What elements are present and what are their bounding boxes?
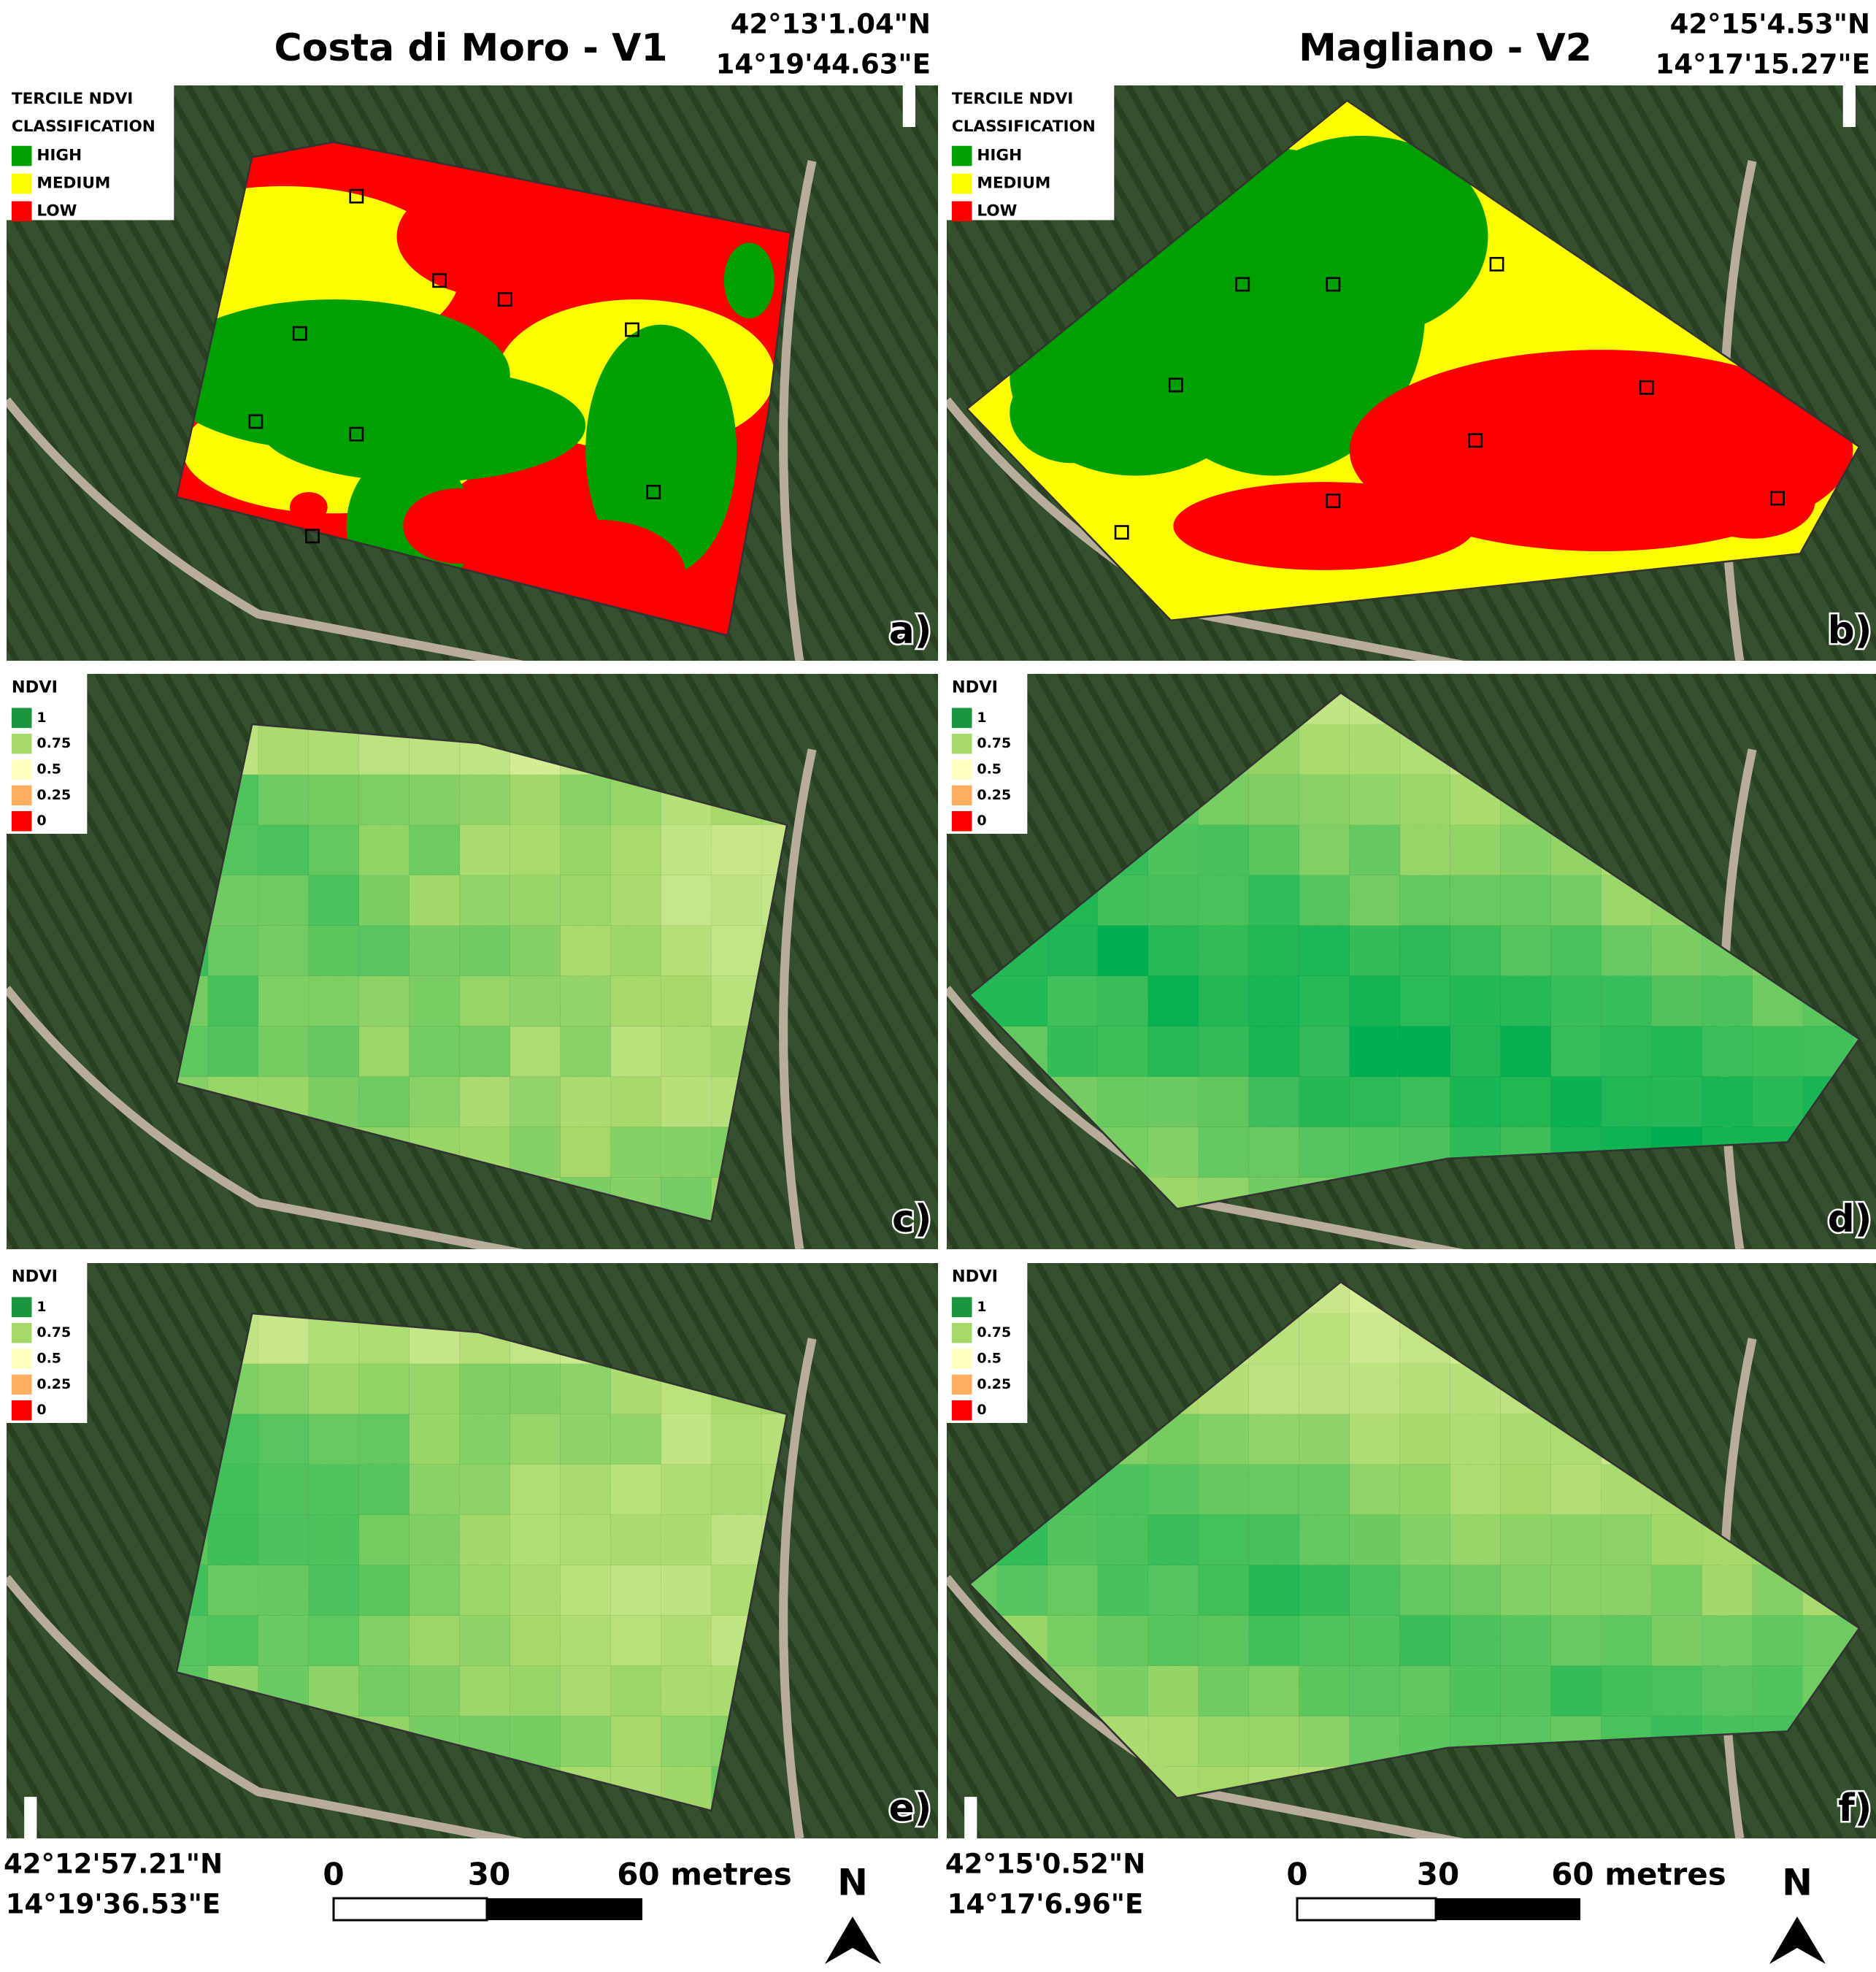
- legend-swatch: [952, 1323, 972, 1343]
- north-label: N: [837, 1862, 868, 1904]
- legend-title: NDVI: [12, 678, 58, 697]
- legend-title: TERCILE NDVI: [12, 90, 133, 108]
- legend-swatch: [12, 708, 32, 729]
- scale-label: 30: [1417, 1857, 1459, 1892]
- legend-title: NDVI: [952, 1267, 998, 1286]
- legend-label: 0.75: [977, 735, 1011, 751]
- scale-label: 60 metres: [617, 1857, 792, 1892]
- corner-marker: [1843, 85, 1856, 127]
- scale-label: 0: [323, 1857, 344, 1892]
- legend-label: 0.25: [977, 787, 1011, 803]
- panel-label: d): [1828, 1197, 1872, 1241]
- legend-label: 0.25: [36, 787, 71, 803]
- legend-label: LOW: [36, 202, 77, 220]
- coordinate: 14°19'36.53"E: [6, 1889, 220, 1920]
- scale-bar: 0 30 60 metres: [323, 1857, 791, 1921]
- coordinate: 14°17'15.27"E: [1656, 49, 1870, 80]
- legend-label: 0.5: [977, 1351, 1002, 1367]
- corner-marker: [964, 1797, 977, 1838]
- legend-swatch: [952, 1400, 972, 1421]
- legend: NDVI 1 0.75 0.5 0.25 0: [7, 1263, 87, 1423]
- legend: NDVI 1 0.75 0.5 0.25 0: [947, 1263, 1027, 1423]
- legend-label: 0.5: [36, 761, 61, 778]
- legend-swatch: [12, 202, 32, 222]
- legend-swatch: [952, 811, 972, 832]
- legend-label: LOW: [977, 202, 1017, 220]
- legend-swatch: [12, 786, 32, 806]
- legend-title: CLASSIFICATION: [12, 118, 155, 136]
- north-arrow: N: [1769, 1862, 1826, 1965]
- legend: NDVI 1 0.75 0.5 0.25 0: [947, 674, 1027, 834]
- legend: TERCILE NDVI CLASSIFICATION HIGH MEDIUM LOW: [7, 85, 174, 221]
- legend-label: 0.25: [977, 1376, 1011, 1392]
- north-label: N: [1782, 1862, 1812, 1904]
- legend-swatch: [952, 786, 972, 806]
- legend-swatch: [952, 174, 972, 194]
- coordinate: 42°15'0.52"N: [945, 1849, 1145, 1880]
- legend-swatch: [12, 174, 32, 194]
- legend-swatch: [952, 734, 972, 754]
- legend-swatch: [12, 1400, 32, 1421]
- legend-label: MEDIUM: [36, 174, 110, 192]
- coordinate: 42°12'57.21"N: [4, 1849, 223, 1880]
- coordinate: 42°15'4.53"N: [1670, 9, 1870, 40]
- scale-bar: 0 30 60 metres: [1286, 1857, 1726, 1921]
- coordinate: 14°19'44.63"E: [716, 49, 931, 80]
- coordinate: 42°13'1.04"N: [731, 9, 931, 40]
- legend-swatch: [952, 1348, 972, 1369]
- scale-label: 30: [468, 1857, 510, 1892]
- legend-swatch: [12, 1375, 32, 1395]
- panel-label: b): [1828, 609, 1872, 653]
- legend-label: 0: [36, 1402, 46, 1418]
- legend-swatch: [952, 759, 972, 780]
- legend: TERCILE NDVI CLASSIFICATION HIGH MEDIUM LOW: [947, 85, 1114, 221]
- legend-label: 0: [977, 813, 986, 829]
- panel-label: a): [889, 609, 932, 653]
- panel-label: e): [889, 1787, 932, 1830]
- legend-label: 0.5: [977, 761, 1002, 778]
- coordinate: 14°17'6.96"E: [947, 1889, 1144, 1920]
- legend-swatch: [12, 1297, 32, 1318]
- legend-label: 0.75: [36, 1324, 71, 1340]
- panel-label: f): [1838, 1787, 1872, 1830]
- legend-swatch: [952, 708, 972, 729]
- legend-label: 0.75: [36, 735, 71, 751]
- legend-swatch: [12, 811, 32, 832]
- legend-label: 1: [36, 710, 46, 726]
- north-arrow: N: [825, 1862, 881, 1965]
- legend-label: 0.75: [977, 1324, 1011, 1340]
- scale-label: 60 metres: [1551, 1857, 1726, 1892]
- legend-label: HIGH: [977, 147, 1022, 165]
- legend-label: HIGH: [36, 147, 82, 165]
- legend-label: 1: [36, 1299, 46, 1315]
- legend-swatch: [12, 146, 32, 166]
- legend-swatch: [952, 202, 972, 222]
- legend-label: 1: [977, 1299, 986, 1315]
- legend-swatch: [12, 1348, 32, 1369]
- legend-swatch: [12, 1323, 32, 1343]
- legend-title: CLASSIFICATION: [952, 118, 1096, 136]
- legend-swatch: [12, 734, 32, 754]
- legend-swatch: [12, 759, 32, 780]
- legend-label: 0: [977, 1402, 986, 1418]
- scale-label: 0: [1286, 1857, 1307, 1892]
- legend-title: TERCILE NDVI: [952, 90, 1073, 108]
- legend: NDVI 1 0.75 0.5 0.25 0: [7, 674, 87, 834]
- legend-label: 0.5: [36, 1351, 61, 1367]
- corner-marker: [24, 1797, 36, 1838]
- legend-label: 1: [977, 710, 986, 726]
- legend-swatch: [952, 1375, 972, 1395]
- legend-label: 0.25: [36, 1376, 71, 1392]
- legend-swatch: [952, 1297, 972, 1318]
- legend-label: 0: [36, 813, 46, 829]
- corner-marker: [903, 85, 915, 127]
- legend-title: NDVI: [952, 678, 998, 697]
- legend-label: MEDIUM: [977, 174, 1050, 192]
- legend-title: NDVI: [12, 1267, 58, 1286]
- panel-label: c): [892, 1197, 931, 1241]
- site-title: Magliano - V2: [1299, 26, 1592, 70]
- site-title: Costa di Moro - V1: [274, 26, 667, 70]
- legend-swatch: [952, 146, 972, 166]
